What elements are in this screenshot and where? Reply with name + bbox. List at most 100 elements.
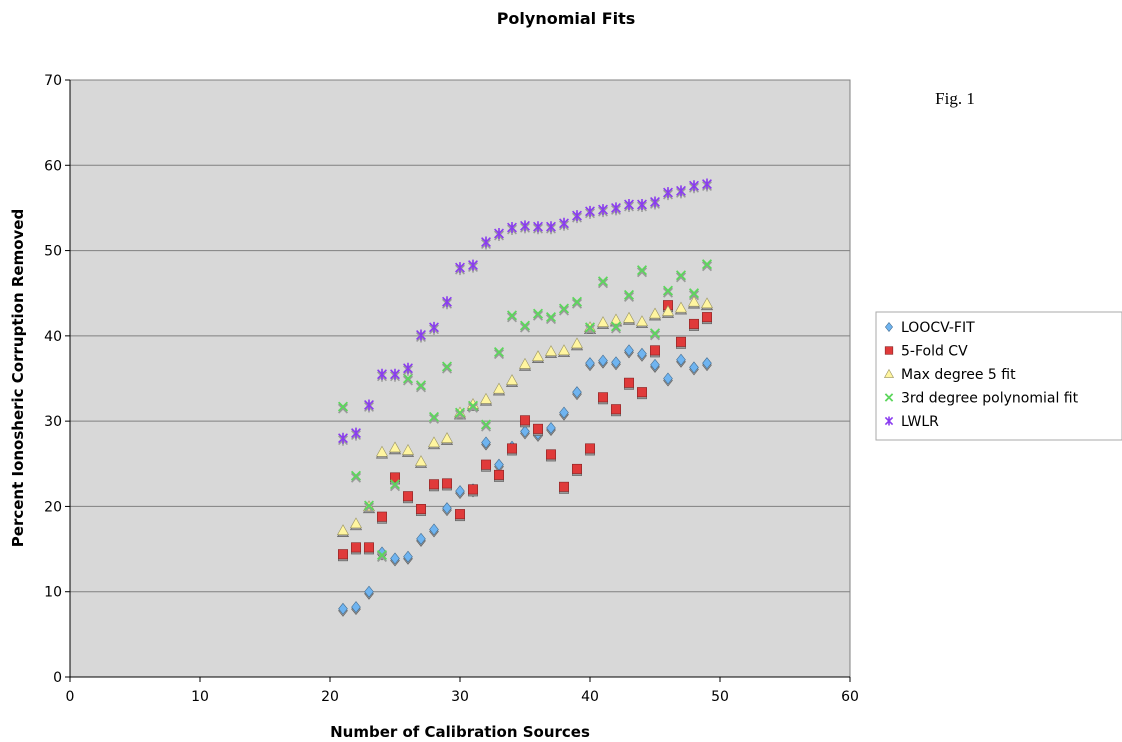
data-point	[338, 602, 348, 615]
legend-label: 5-Fold CV	[901, 344, 968, 360]
data-point-shadow	[701, 261, 713, 272]
data-point	[494, 228, 504, 240]
data-point	[494, 469, 504, 480]
y-tick-label: 50	[44, 244, 62, 260]
data-point	[702, 357, 712, 370]
data-point	[364, 399, 374, 411]
data-point	[661, 305, 675, 316]
y-tick-labels: 0 10 20 30 40 50 60 70	[44, 73, 70, 686]
data-point-shadow	[519, 322, 531, 333]
x-tick-label: 60	[841, 689, 859, 705]
data-point	[377, 511, 387, 522]
data-point	[650, 196, 660, 208]
data-point	[349, 517, 363, 529]
legend-box	[875, 311, 1122, 441]
data-point-shadow	[337, 403, 349, 414]
data-point	[598, 392, 608, 403]
data-point	[389, 479, 401, 490]
data-point	[403, 491, 413, 502]
data-point	[533, 221, 543, 233]
gridlines	[70, 164, 850, 593]
data-point-shadow	[493, 349, 505, 360]
data-point-shadow	[480, 421, 492, 432]
data-point	[402, 373, 414, 384]
data-point-shadow	[363, 502, 375, 513]
data-point	[479, 392, 493, 404]
data-point	[637, 387, 647, 398]
data-point-shadow	[545, 314, 557, 325]
data-point	[416, 532, 426, 545]
data-point	[468, 259, 478, 271]
data-point	[544, 345, 558, 356]
data-point	[596, 316, 610, 327]
data-point	[676, 353, 686, 366]
data-point	[611, 202, 621, 214]
data-point	[557, 344, 571, 356]
data-point	[598, 354, 608, 367]
data-point	[572, 210, 582, 222]
data-point	[390, 472, 400, 483]
data-point	[688, 288, 700, 299]
y-tick-label: 60	[44, 158, 62, 174]
data-point	[416, 329, 426, 341]
figure-label: Fig. 1	[935, 89, 975, 108]
data-point	[687, 295, 701, 307]
x-axis-title: Number of Calibration Sources	[330, 723, 590, 741]
data-point	[546, 449, 556, 460]
data-point	[689, 318, 699, 329]
data-point-shadow	[571, 298, 583, 309]
data-point	[637, 347, 647, 360]
data-point	[429, 479, 439, 490]
data-point	[416, 504, 426, 514]
data-point	[442, 478, 452, 489]
data-point	[689, 180, 699, 192]
data-point	[519, 320, 531, 331]
data-point	[663, 372, 673, 385]
legend-marker	[884, 346, 894, 355]
data-point	[493, 347, 505, 358]
data-point	[572, 463, 582, 474]
data-point	[467, 400, 479, 411]
data-point	[364, 542, 374, 553]
legend-label: LOOCV-FIT	[901, 320, 975, 336]
data-point	[584, 322, 596, 333]
data-point	[442, 296, 452, 308]
data-point	[505, 374, 519, 385]
y-tick-label: 0	[53, 670, 62, 686]
data-point	[636, 265, 648, 276]
x-tick-label: 20	[321, 689, 339, 705]
data-point	[518, 357, 532, 369]
legend-entry: 5-Fold CV	[884, 344, 968, 360]
data-point	[455, 485, 465, 498]
data-point	[520, 425, 530, 438]
data-point	[624, 199, 634, 211]
x-tick-label: 10	[191, 689, 209, 705]
data-point	[701, 259, 713, 270]
data-point	[532, 308, 544, 319]
data-point	[624, 377, 634, 388]
legend-label: LWLR	[901, 414, 939, 430]
x-tick-label: 40	[581, 689, 599, 705]
data-point	[520, 415, 530, 426]
legend-entry: LOOCV-FIT	[885, 320, 975, 336]
data-point-shadow	[532, 310, 544, 321]
legend-marker	[885, 322, 893, 332]
data-point-shadow	[402, 375, 414, 386]
data-point	[676, 336, 686, 347]
data-point	[559, 217, 569, 229]
data-point	[480, 419, 492, 430]
legend-marker	[884, 393, 894, 402]
data-point	[611, 404, 621, 415]
data-point	[635, 315, 649, 327]
series-3rd-degree-polynomial-fit	[337, 259, 713, 563]
data-point	[427, 436, 441, 448]
data-point-shadow	[558, 305, 570, 316]
data-point-shadow	[610, 323, 622, 334]
data-point	[649, 328, 661, 339]
data-point	[481, 459, 491, 470]
data-point-shadow	[662, 287, 674, 298]
data-point	[598, 204, 608, 216]
data-point	[650, 358, 660, 371]
data-point-shadow	[597, 278, 609, 289]
